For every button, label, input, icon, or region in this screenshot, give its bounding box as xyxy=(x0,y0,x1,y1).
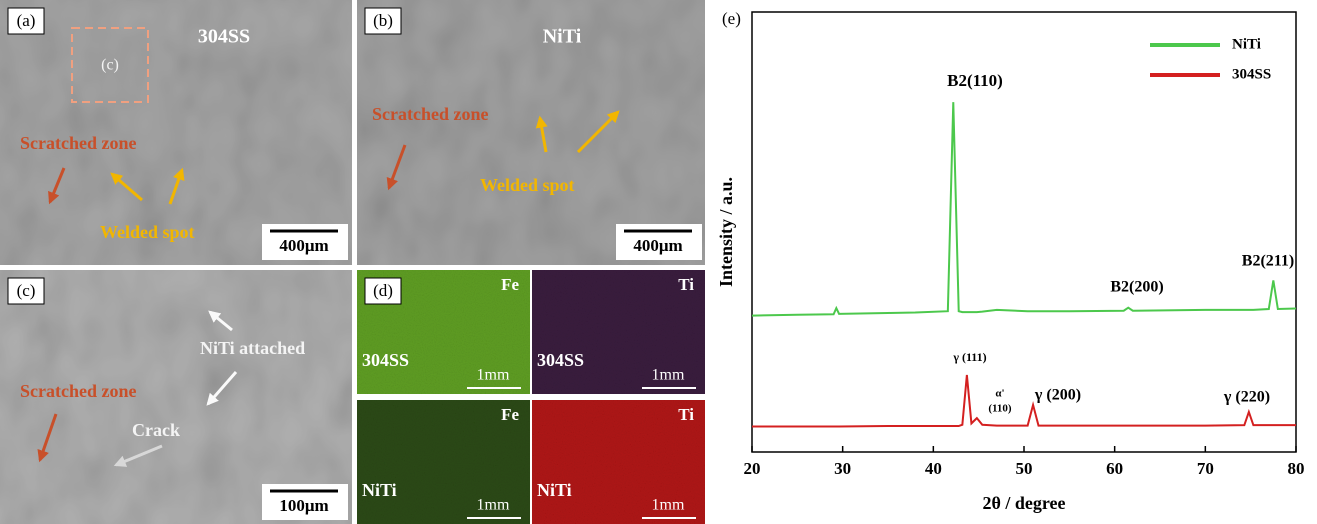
annotation: NiTi attached xyxy=(200,338,305,358)
peak-label: γ (111) xyxy=(952,350,986,364)
legend-label: 304SS xyxy=(1232,66,1271,82)
figure: (a) 304SS (c) Scratched zone Welded spot… xyxy=(0,0,1317,524)
scale-bar-label: 400μm xyxy=(279,236,328,255)
plot-frame xyxy=(752,12,1296,452)
map-material: 304SS xyxy=(537,350,584,370)
x-tick-label: 20 xyxy=(744,459,761,478)
peak-label: γ (200) xyxy=(1034,387,1081,404)
panel-title: NiTi xyxy=(543,26,582,48)
panel-label: (d) xyxy=(373,281,393,300)
annotation: Scratched zone xyxy=(20,133,136,153)
map-material: NiTi xyxy=(537,480,572,500)
legend-label: NiTi xyxy=(1232,36,1261,52)
spectrum-line xyxy=(752,102,1296,315)
x-tick-label: 80 xyxy=(1288,459,1305,478)
annotation: Welded spot xyxy=(480,175,575,195)
peak-label: B2(110) xyxy=(947,71,1003,90)
scale-bar-label: 1mm xyxy=(652,497,685,514)
panel-a: (a) 304SS (c) Scratched zone Welded spot… xyxy=(0,0,352,265)
x-tick-label: 70 xyxy=(1197,459,1214,478)
annotation: Crack xyxy=(132,420,180,440)
peak-label: (110) xyxy=(988,403,1012,415)
map-material: 304SS xyxy=(362,350,409,370)
panel-d: Fe 304SS 1mm Ti 304SS 1mm Fe NiTi 1mm Ti NiTi 1mm (d… xyxy=(357,270,705,524)
map-material: NiTi xyxy=(362,480,397,500)
panel-label: (c) xyxy=(17,281,36,300)
x-tick-label: 50 xyxy=(1016,459,1033,478)
scale-bar-label: 100μm xyxy=(279,496,328,515)
scale-bar-label: 1mm xyxy=(477,497,510,514)
map-element: Fe xyxy=(501,275,519,294)
scale-bar-label: 1mm xyxy=(477,367,510,384)
annotation: Welded spot xyxy=(100,222,195,242)
panel-label: (e) xyxy=(722,9,741,28)
map-element: Ti xyxy=(678,275,694,294)
annotation: Scratched zone xyxy=(372,104,488,124)
peak-label: γ (220) xyxy=(1223,389,1270,406)
scale-bar-label: 1mm xyxy=(652,367,685,384)
spectrum-line xyxy=(752,375,1296,426)
panel-label: (b) xyxy=(373,11,393,30)
peak-label: B2(211) xyxy=(1242,253,1294,270)
annotation: Scratched zone xyxy=(20,381,136,401)
map-element: Ti xyxy=(678,405,694,424)
peak-label: B2(200) xyxy=(1110,279,1163,296)
panel-b: (b) NiTi Scratched zone Welded spot 400μ… xyxy=(357,0,705,265)
x-tick-label: 40 xyxy=(925,459,942,478)
x-tick-label: 30 xyxy=(834,459,851,478)
panel-label: (a) xyxy=(17,11,36,30)
x-axis-label: 2θ / degree xyxy=(982,493,1065,513)
inset-label: (c) xyxy=(101,57,119,74)
peak-label: α' xyxy=(995,388,1004,400)
panel-c: (c) NiTi attached Scratched zone Crack 1… xyxy=(0,270,352,524)
scale-bar-label: 400μm xyxy=(633,236,682,255)
map-element: Fe xyxy=(501,405,519,424)
x-tick-label: 60 xyxy=(1106,459,1123,478)
xrd-chart: (e) 2θ / degree Intensity / a.u. 20 30 40 5… xyxy=(716,9,1304,513)
y-axis-label: Intensity / a.u. xyxy=(716,177,736,287)
panel-title: 304SS xyxy=(198,26,250,48)
